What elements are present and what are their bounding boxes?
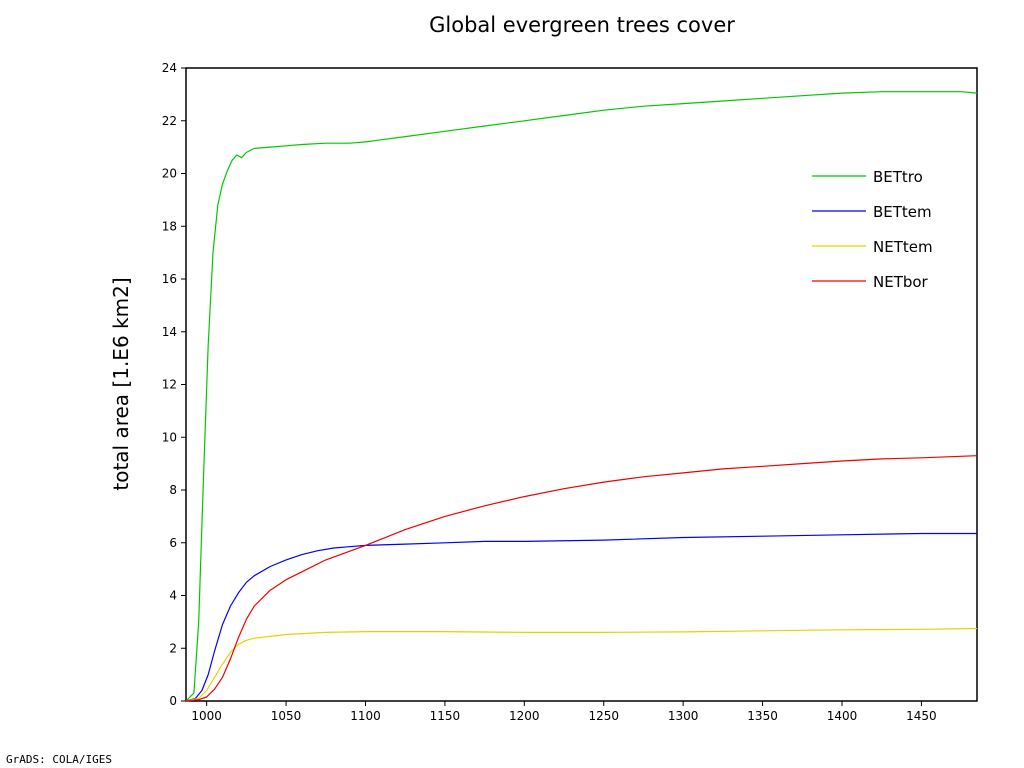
x-tick-label: 1450	[906, 709, 937, 723]
y-tick-label: 12	[162, 378, 177, 392]
y-tick-label: 8	[169, 483, 177, 497]
y-tick-label: 0	[169, 694, 177, 708]
x-tick-label: 1100	[350, 709, 381, 723]
y-tick-label: 6	[169, 536, 177, 550]
series-line-bettem	[185, 532, 977, 702]
x-tick-label: 1300	[668, 709, 699, 723]
x-tick-label: 1400	[827, 709, 858, 723]
series-line-bettro	[185, 91, 978, 702]
chart-title: Global evergreen trees cover	[429, 13, 735, 37]
y-tick-label: 24	[162, 61, 177, 75]
legend-label-netbor: NETbor	[873, 273, 929, 291]
y-tick-label: 4	[169, 589, 177, 603]
y-tick-label: 18	[162, 219, 177, 233]
x-tick-label: 1000	[191, 709, 222, 723]
series-line-netbor	[185, 455, 978, 702]
footer-credit: GrADS: COLA/IGES	[6, 753, 112, 766]
x-tick-label: 1250	[588, 709, 619, 723]
legend: BETtro BETtem NETtem NETbor	[812, 168, 933, 291]
plot-frame	[185, 67, 978, 702]
x-tick-label: 1350	[747, 709, 778, 723]
legend-label-bettro: BETtro	[873, 168, 923, 186]
y-axis-label: total area [1.E6 km2]	[109, 277, 133, 490]
x-tick-label: 1150	[430, 709, 461, 723]
x-tick-label: 1200	[509, 709, 540, 723]
series-line-nettem	[185, 627, 978, 702]
legend-label-nettem: NETtem	[873, 238, 933, 256]
y-tick-label: 14	[162, 325, 177, 339]
y-tick-label: 16	[162, 272, 177, 286]
plot-lines	[185, 91, 978, 702]
y-tick-label: 2	[169, 641, 177, 655]
y-tick-label: 10	[162, 430, 177, 444]
x-tick-label: 1050	[271, 709, 302, 723]
y-tick-label: 22	[162, 114, 177, 128]
legend-label-bettem: BETtem	[873, 203, 932, 221]
y-tick-label: 20	[162, 167, 177, 181]
